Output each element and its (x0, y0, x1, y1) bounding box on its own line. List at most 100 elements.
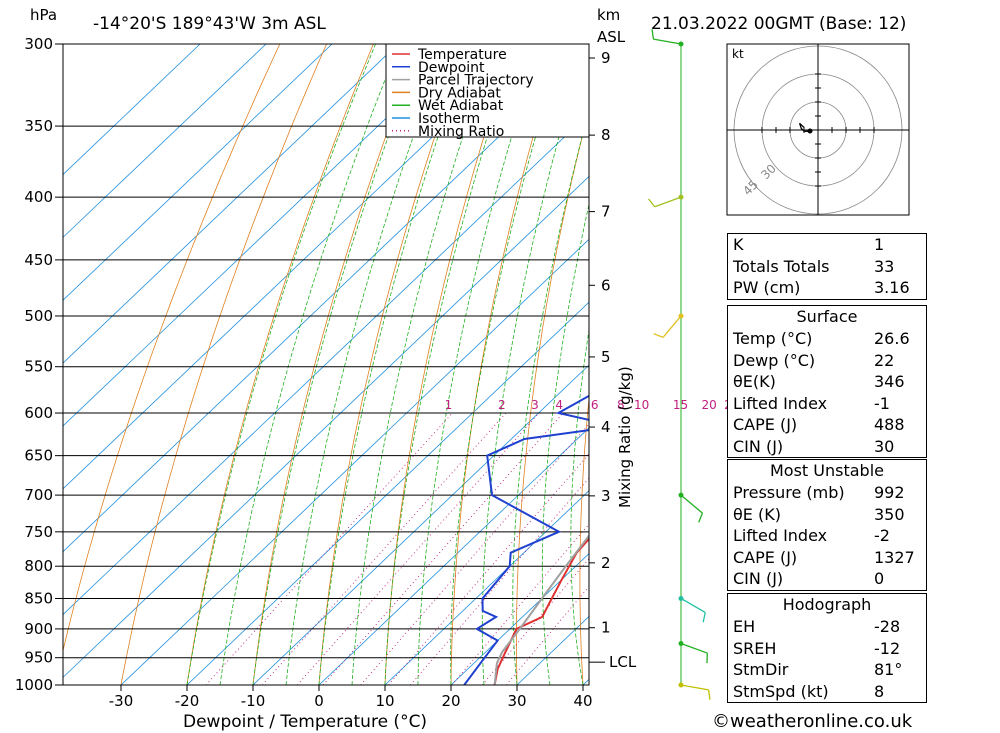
wet-adiabat-line (252, 44, 424, 685)
legend-item-label: Dry Adiabat (418, 85, 501, 101)
mixing-ratio-line (322, 412, 564, 685)
wind-barb-dot (678, 313, 684, 319)
hodograph-trace (798, 122, 810, 132)
legend-item-label: Mixing Ratio (418, 124, 504, 140)
table-row: CIN (J) 0 (728, 568, 926, 590)
mixing-ratio-tick-label: 4 (555, 398, 563, 412)
temperature-tick-label: 20 (441, 692, 460, 710)
wet-adiabat-line (384, 44, 518, 685)
height-tick-label: 9 (601, 49, 611, 67)
wind-barb-flag (648, 198, 656, 208)
dewpoint-line (463, 394, 589, 685)
wind-barb-staff (680, 597, 706, 614)
mixing-ratio-tick-label: 8 (617, 398, 625, 412)
row-value: -12 (874, 638, 901, 658)
isotherm-line (63, 44, 201, 176)
dry-adiabat-line (450, 44, 561, 685)
mixing-ratio-tick-label: 10 (634, 398, 649, 412)
wind-barb-dot (678, 640, 684, 646)
plot-frame (62, 43, 590, 686)
wind-barb-staff (680, 642, 708, 654)
temperature-tick-label: 0 (314, 692, 324, 710)
pressure-tick-label: 550 (24, 358, 53, 376)
row-value: 1327 (874, 547, 915, 567)
row-value: 0 (874, 569, 885, 588)
wet-adiabat-line (318, 44, 471, 685)
wind-barb-flag (698, 512, 704, 523)
row-label: EH (733, 617, 756, 636)
dry-adiabat-line (974, 44, 1000, 685)
row-value: 488 (874, 415, 905, 434)
mixing-ratio-labels: 12346810152025 (445, 398, 740, 412)
pressure-unit: hPa (30, 6, 57, 24)
wet-adiabat-line (219, 44, 400, 685)
row-value: -28 (874, 617, 901, 636)
table-row: StmSpd (kt) 8 (728, 681, 926, 703)
temperature-tick-label: -30 (109, 692, 134, 710)
row-label: CAPE (J) (733, 547, 798, 567)
datetime-title: 21.03.2022 00GMT (Base: 12) (651, 14, 906, 34)
pressure-tick-label: 1000 (15, 676, 53, 694)
dry-adiabat-line (516, 108, 589, 685)
wind-barbs (648, 29, 711, 700)
row-label: Lifted Index (733, 393, 828, 413)
wind-barb-staff (653, 38, 682, 45)
isotherm-line (384, 490, 589, 685)
mixing-ratio-line (296, 412, 540, 685)
hodograph-table: Hodograph EH -28 SREH -12 StmDir 81° StmSpd (kt… (727, 593, 927, 703)
location-title: -14°20'S 189°43'W 3m ASL (93, 14, 326, 34)
table-row: Pressure (mb) 992 (728, 482, 926, 504)
mixing-ratio-line (360, 423, 589, 685)
row-value: 1 (874, 235, 885, 254)
pressure-tick-label: 700 (24, 486, 53, 504)
wind-barb-dot (678, 682, 684, 688)
legend-box (385, 43, 590, 138)
row-value: 3.16 (874, 278, 910, 297)
pressure-tick-label: 400 (24, 188, 53, 206)
row-label: θE(K) (733, 372, 776, 391)
isotherm-line (63, 113, 589, 616)
temperature-tick-label: -20 (175, 692, 200, 710)
wet-adiabat-line (541, 202, 589, 685)
wind-barb-staff (654, 196, 682, 208)
table-row: CAPE (J) 488 (728, 414, 926, 436)
mixing-ratio-line (481, 557, 589, 685)
height-tick-label: 8 (601, 126, 611, 144)
row-label: θE (K) (733, 504, 781, 524)
pressure-tick-label: 450 (24, 251, 53, 269)
height-tick-label: 3 (601, 487, 611, 505)
pressure-tick-label: 350 (24, 117, 53, 135)
legend-item-label: Dewpoint (418, 60, 485, 76)
pressure-tick-label: 800 (24, 557, 53, 575)
wind-barb-staff (662, 315, 682, 338)
wind-barb-staff (680, 684, 709, 691)
wind-barb-flag (651, 29, 655, 40)
sounding-series (463, 394, 589, 685)
isotherm-line (63, 44, 333, 301)
dry-adiabat-line (63, 44, 281, 653)
wet-adiabat-line (417, 44, 541, 685)
row-value: 30 (874, 436, 895, 456)
isotherm-line (63, 44, 267, 238)
temperature-line (493, 537, 589, 685)
dry-adiabat-line (318, 44, 468, 685)
dry-adiabat-line (384, 44, 515, 685)
hodograph-unit: kt (732, 47, 744, 61)
row-value: 26.6 (874, 329, 910, 348)
row-value: 8 (874, 681, 885, 701)
row-label: Totals Totals (733, 256, 830, 276)
legend-item-label: Isotherm (418, 111, 480, 127)
mixing-ratio-tick-label: 20 (701, 398, 716, 412)
height-tick-label: 2 (601, 554, 611, 572)
table-row: CAPE (J) 1327 (728, 547, 926, 569)
height-tick-label: 6 (601, 276, 611, 294)
wind-barb-flag (702, 612, 706, 623)
isotherm-line (252, 364, 589, 685)
legend-item-label: Wet Adiabat (418, 98, 504, 114)
surface-table: Surface Temp (°C) 26.6 Dewp (°C) 22 θE(K) 346 L… (727, 305, 927, 458)
table-row: θE(K) 346 (728, 371, 926, 393)
table-title: Most Unstable (770, 461, 884, 480)
wind-barb-staff (680, 494, 703, 514)
pressure-tick-label: 850 (24, 589, 53, 607)
isotherm-line (120, 238, 589, 685)
